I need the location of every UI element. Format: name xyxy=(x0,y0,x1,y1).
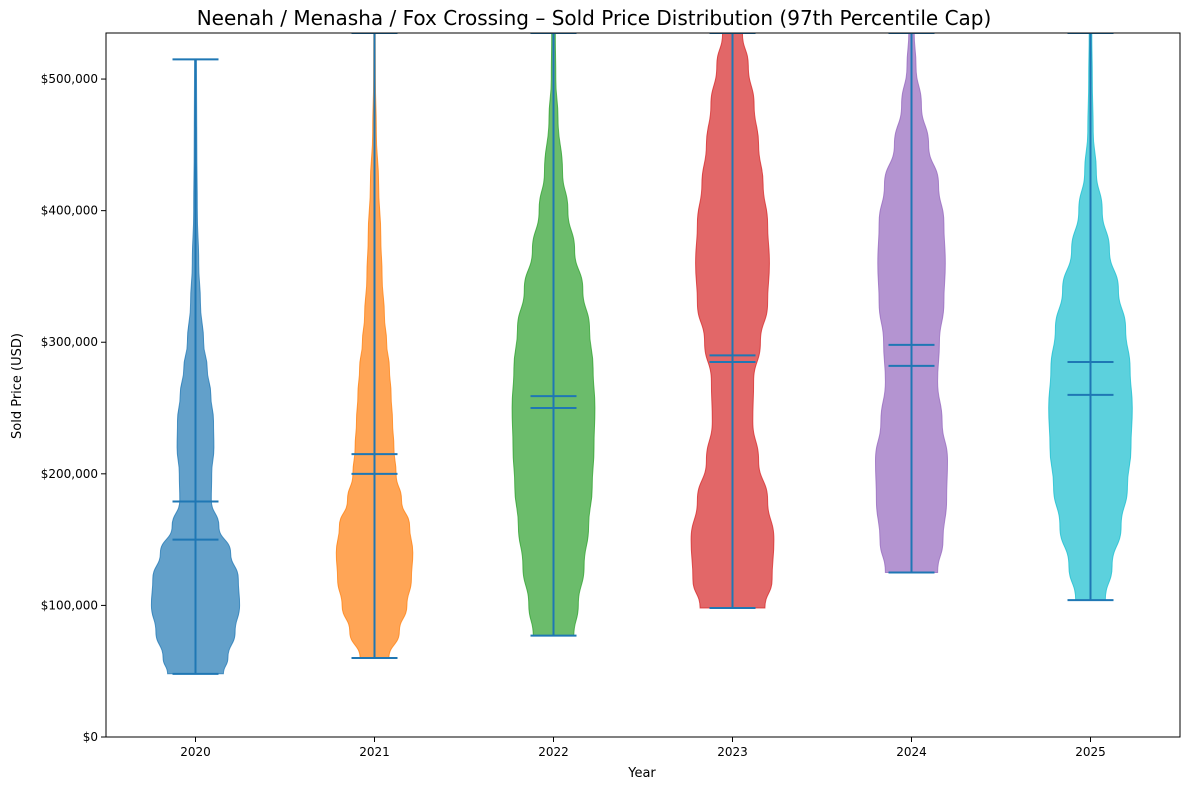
x-tick-label: 2021 xyxy=(359,745,390,759)
x-tick-label: 2024 xyxy=(896,745,927,759)
y-axis-label: Sold Price (USD) xyxy=(10,333,25,439)
y-tick-label: $400,000 xyxy=(41,204,98,218)
x-tick-label: 2020 xyxy=(180,745,211,759)
y-axis: $0 $100,000 $200,000 $300,000 $400,000 $500,0… xyxy=(41,72,106,744)
y-tick-label: $200,000 xyxy=(41,467,98,481)
violins-layer xyxy=(150,33,1133,675)
x-tick-label: 2022 xyxy=(538,745,569,759)
x-tick-label: 2025 xyxy=(1075,745,1106,759)
y-tick-label: $500,000 xyxy=(41,72,98,86)
y-tick-label: $300,000 xyxy=(41,335,98,349)
y-tick-label: $0 xyxy=(83,730,98,744)
chart-title: Neenah / Menasha / Fox Crossing – Sold P… xyxy=(197,6,992,30)
x-axis: 2020 2021 2022 2023 2024 2025 xyxy=(180,737,1106,759)
stats-lines-layer xyxy=(172,33,1114,675)
x-tick-label: 2023 xyxy=(717,745,748,759)
y-tick-label: $100,000 xyxy=(41,598,98,612)
x-axis-label: Year xyxy=(627,766,656,781)
plot-frame xyxy=(105,32,1181,738)
